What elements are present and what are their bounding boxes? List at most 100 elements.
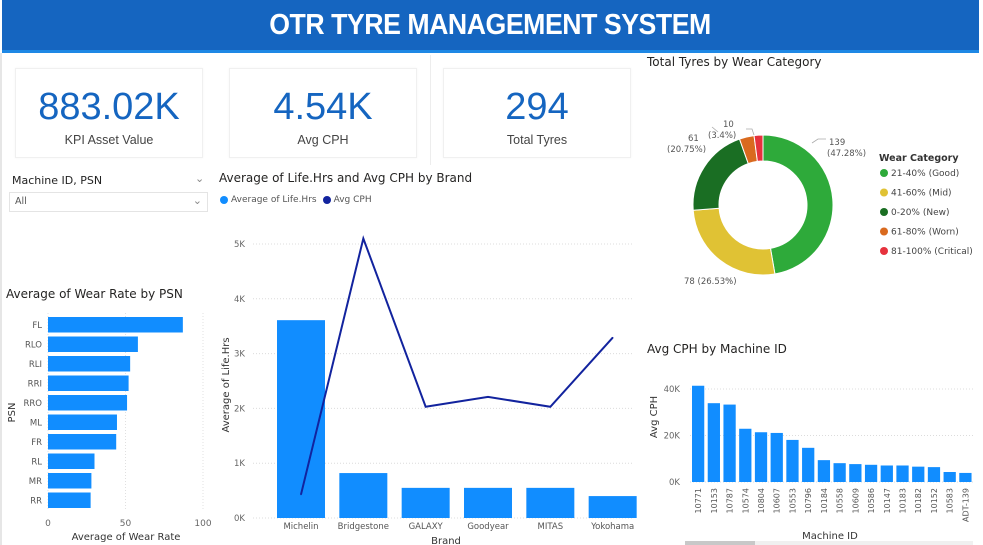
x-tick-label: 10804 (757, 488, 766, 513)
donut-slice-1 (692, 207, 776, 276)
bar-rri (48, 375, 129, 391)
kpi-label: KPI Asset Value (64, 133, 154, 147)
x-tick-label: 50 (120, 519, 132, 529)
bar-10153 (707, 403, 720, 482)
data-label: 78 (26.53%) (684, 277, 737, 287)
wear-rate-bar-chart: 0 50 100 FL RLO RLI RRI RRO ML FR RL MR RR Average of… (7, 313, 212, 543)
legend-dot-avg-cph-icon (322, 196, 331, 204)
legend-dot-icon (880, 169, 888, 177)
y-tick-label: RLO (25, 340, 42, 350)
x-tick-label: 10553 (788, 488, 797, 513)
legend-label: Avg CPH (333, 195, 372, 205)
dropdown-value: All (15, 196, 27, 207)
legend-item: 61-80% (Worn) (891, 228, 959, 238)
combo-chart-title: Average of Life.Hrs and Avg CPH by Brand (219, 171, 473, 185)
kpi-value: 294 (505, 86, 569, 128)
x-tick-label: 10583 (946, 488, 955, 513)
leader-line (811, 138, 826, 144)
kpi-card-asset-value: 883.02K KPI Asset Value (15, 68, 203, 158)
bar-10147 (880, 465, 893, 482)
x-tick-label: Goodyear (467, 522, 509, 532)
kpi-card-avg-cph: 4.54K Avg CPH (229, 68, 417, 158)
x-tick-label: 10586 (867, 488, 876, 513)
y-tick-label: 2K (234, 404, 245, 414)
y-tick-label: RLI (29, 360, 42, 370)
leader-line (711, 126, 719, 133)
bar-10607 (770, 432, 783, 482)
kpi-value: 4.54K (273, 86, 373, 128)
legend-dot-icon (880, 188, 888, 197)
y-tick-label: RRO (23, 399, 42, 409)
donut-chart-title: Total Tyres by Wear Category (647, 55, 822, 69)
legend-label: Average of Life.Hrs (231, 195, 317, 205)
bar-10182 (912, 466, 925, 482)
legend-item: 81-100% (Critical) (891, 247, 973, 257)
x-tick-label: 0 (45, 519, 51, 529)
scrollbar-thumb[interactable] (685, 541, 755, 545)
x-tick-label: 10182 (914, 488, 923, 513)
avg-cph-line (300, 235, 614, 495)
bar-10787 (723, 404, 736, 482)
bar-goodyear (464, 487, 512, 518)
bar-10183 (896, 465, 909, 482)
x-tick-label: 10771 (694, 488, 703, 513)
kpi-label: Total Tyres (506, 133, 568, 147)
y-tick-label: RRI (28, 379, 42, 389)
bar-10583 (943, 472, 956, 482)
y-tick-label: RR (30, 496, 42, 506)
data-label: (47.28%) (827, 149, 866, 159)
x-tick-label: 10152 (930, 488, 939, 513)
line-point-mitas (549, 405, 552, 408)
x-axis-title: Machine ID (802, 531, 858, 541)
data-label: 10 (723, 120, 734, 130)
bar-fl (48, 317, 183, 333)
line-point-yokohama (611, 336, 614, 339)
bar-mr (48, 473, 92, 489)
slicer-title: Machine ID, PSN (12, 174, 103, 187)
left-border (0, 53, 2, 545)
y-tick-label: RL (31, 457, 42, 467)
data-label: (20.75%) (667, 145, 706, 155)
y-tick-label: 4K (234, 295, 245, 305)
x-axis-title: Average of Wear Rate (72, 532, 181, 543)
bar-10796 (802, 447, 815, 482)
y-tick-label: 1K (234, 459, 245, 469)
app-header: OTR TYRE MANAGEMENT SYSTEM (2, 0, 979, 53)
bar-michelin (277, 320, 325, 518)
y-axis-title: PSN (7, 403, 18, 423)
x-tick-label: 100 (194, 519, 211, 529)
bar-10609 (849, 464, 862, 482)
data-label: (3.4%) (708, 131, 736, 141)
leader-line (746, 128, 755, 136)
bar-rlo (48, 336, 138, 352)
bar-10574 (739, 428, 752, 482)
horizontal-scrollbar[interactable] (685, 541, 973, 545)
line-point-michelin (300, 493, 302, 496)
kpi-value: 883.02K (38, 86, 180, 128)
x-tick-label: Michelin (283, 522, 318, 532)
bar-bridgestone (339, 473, 388, 518)
bar-rr (48, 492, 91, 508)
life-hrs-cph-combo-chart: 0K 1K 2K 3K 4K 5K Michelin Bridgestone GALAXY Goo… (221, 235, 637, 545)
x-tick-label: 10607 (773, 488, 782, 513)
legend-item: 21-40% (Good) (891, 169, 959, 179)
x-tick-label: GALAXY (409, 522, 444, 532)
bar-rro (48, 395, 128, 411)
bar-10586 (864, 464, 878, 482)
slicer-header-chevron-down-icon[interactable]: ⌄ (195, 172, 205, 185)
bar-rli (48, 356, 131, 372)
bar-mitas (526, 487, 575, 518)
x-tick-label: 10787 (726, 488, 735, 513)
bar-10152 (927, 467, 941, 482)
legend-title: Wear Category (879, 153, 959, 164)
cph-by-machine-bar-chart: 0K 20K 40K 10771 10153 10787 10574 10804 10607 10… (649, 385, 973, 541)
machine-psn-dropdown[interactable]: All ⌄ (9, 192, 208, 212)
x-axis-title: Brand (431, 536, 461, 545)
bar-yokohama (588, 496, 637, 518)
legend-dot-icon (880, 208, 888, 216)
x-tick-label: 10147 (883, 488, 892, 513)
bar-ml (48, 414, 117, 430)
bar-10184 (817, 460, 831, 482)
legend-dot-life-hrs-icon (220, 196, 228, 204)
y-tick-label: MR (29, 477, 42, 487)
